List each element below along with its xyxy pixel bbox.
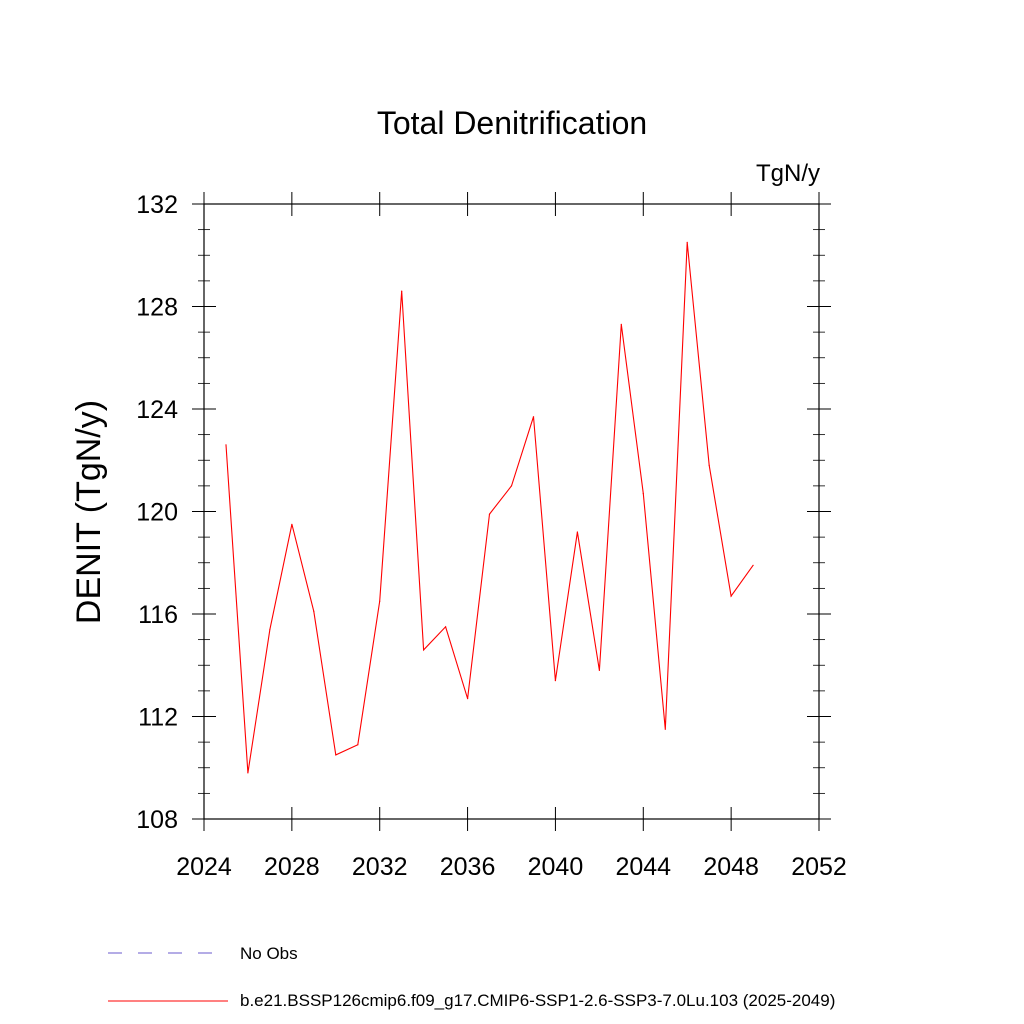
y-tick-label: 128	[136, 294, 178, 322]
data-point	[708, 464, 710, 466]
data-point	[664, 728, 666, 730]
series-line	[225, 242, 754, 773]
x-tick-label: 2048	[703, 853, 759, 881]
axis-ticks	[192, 192, 831, 831]
data-point	[247, 772, 249, 774]
data-point	[379, 600, 381, 602]
x-tick-label: 2032	[352, 853, 408, 881]
y-tick-label: 132	[136, 191, 178, 219]
data-point	[445, 626, 447, 628]
data-point	[225, 444, 227, 446]
x-tick-label: 2044	[615, 853, 671, 881]
data-point	[467, 698, 469, 700]
tick-labels: 2024 2028 2032 2036 2040 2044 2048 2052 108 112 11…	[136, 191, 847, 881]
y-tick-label: 116	[138, 601, 178, 629]
data-point	[357, 744, 359, 746]
y-tick-label: 120	[136, 499, 178, 527]
data-point	[576, 531, 579, 533]
data-point	[642, 493, 644, 495]
data-point	[313, 610, 315, 613]
legend-no-obs-label: No Obs	[240, 944, 298, 963]
data-point	[686, 241, 688, 243]
plot-frame	[203, 203, 820, 820]
data-point	[510, 485, 513, 487]
x-tick-label: 2036	[440, 853, 496, 881]
y-axis-label: DENIT (TgN/y)	[70, 400, 108, 624]
legend-model-label: b.e21.BSSP126cmip6.f09_g17.CMIP6-SSP1-2.…	[240, 991, 835, 1010]
data-point	[554, 680, 557, 682]
data-point	[423, 649, 425, 651]
data-point	[269, 628, 271, 631]
data-point	[335, 754, 337, 756]
data-point	[598, 669, 601, 672]
y-tick-label: 108	[136, 806, 178, 834]
x-tick-label: 2028	[264, 853, 320, 881]
data-point	[752, 564, 754, 566]
x-tick-label: 2040	[528, 853, 584, 881]
series-layer	[225, 241, 754, 774]
x-tick-label: 2024	[176, 853, 232, 881]
legend: No Obs b.e21.BSSP126cmip6.f09_g17.CMIP6-…	[108, 944, 835, 1010]
data-point	[730, 595, 732, 597]
y-tick-label: 124	[136, 396, 178, 424]
data-point	[401, 290, 403, 292]
data-point	[532, 416, 535, 418]
data-point	[291, 523, 293, 525]
x-tick-label: 2052	[791, 853, 847, 881]
data-point	[620, 323, 622, 325]
y-tick-label: 112	[138, 704, 178, 732]
chart-title: Total Denitrification	[377, 105, 647, 141]
units-label: TgN/y	[756, 160, 820, 187]
data-point	[488, 513, 491, 515]
